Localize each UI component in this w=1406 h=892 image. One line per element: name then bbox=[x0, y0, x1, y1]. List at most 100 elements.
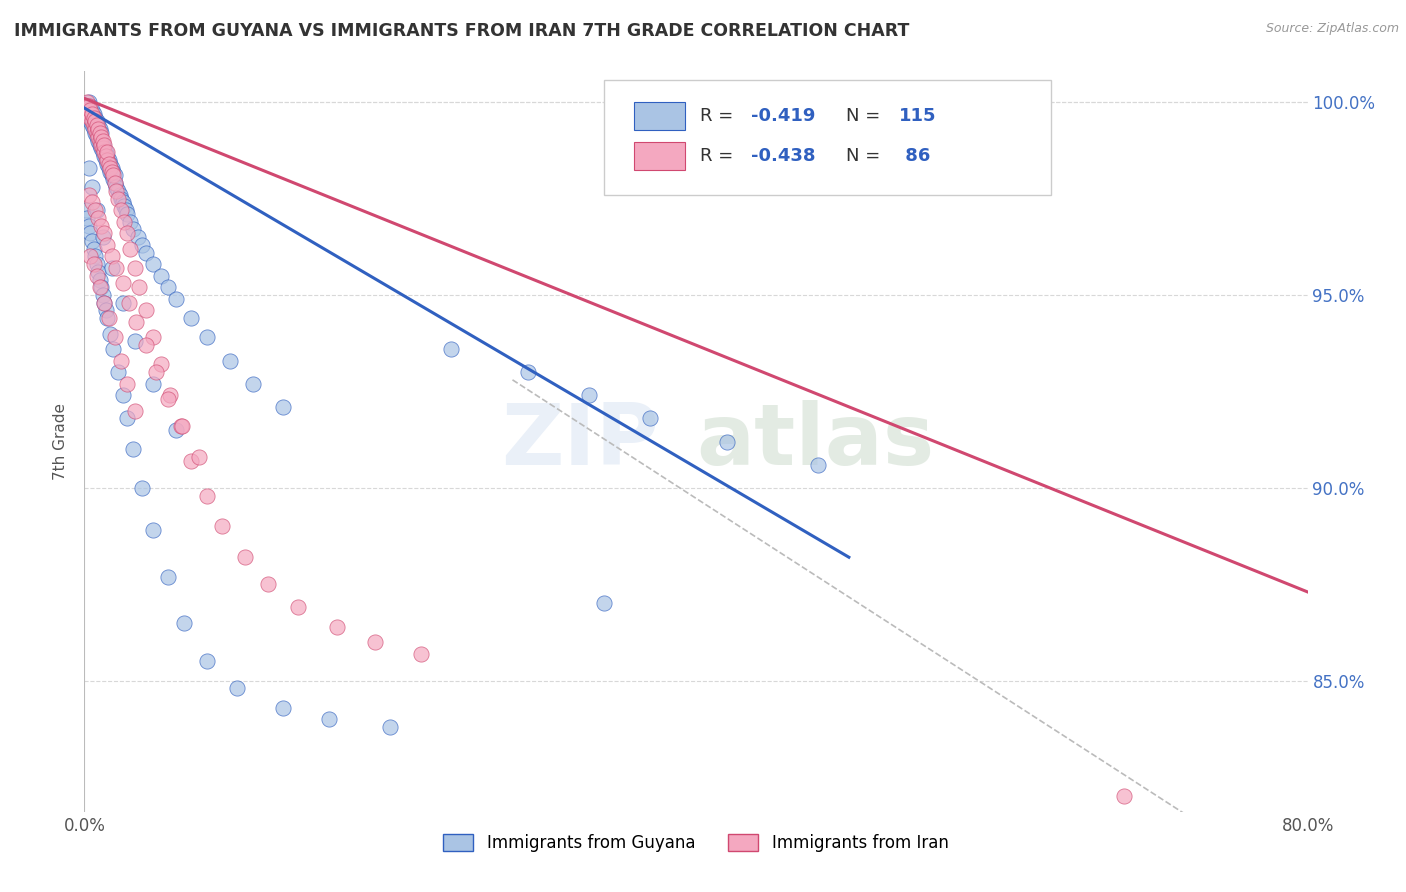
Point bbox=[593, 597, 616, 611]
Point bbox=[79, 249, 101, 263]
Point bbox=[173, 615, 195, 630]
Point bbox=[110, 192, 132, 206]
Point bbox=[131, 481, 153, 495]
Point bbox=[91, 141, 114, 155]
Point bbox=[86, 203, 108, 218]
Point bbox=[87, 126, 110, 140]
Point bbox=[83, 242, 105, 256]
Point bbox=[94, 145, 117, 160]
Point bbox=[98, 157, 121, 171]
FancyBboxPatch shape bbox=[605, 80, 1050, 195]
Point bbox=[90, 219, 112, 233]
Point bbox=[93, 141, 115, 155]
Point bbox=[97, 161, 120, 175]
Point bbox=[75, 103, 97, 117]
Point bbox=[195, 654, 218, 668]
Point bbox=[87, 265, 110, 279]
Point bbox=[115, 411, 138, 425]
Point bbox=[149, 358, 172, 372]
Point bbox=[83, 122, 105, 136]
Point bbox=[271, 400, 294, 414]
Point bbox=[440, 342, 463, 356]
Point bbox=[77, 219, 100, 233]
Point bbox=[103, 342, 125, 356]
Point bbox=[77, 107, 100, 121]
Point bbox=[118, 295, 141, 310]
Point bbox=[107, 365, 129, 379]
Point bbox=[110, 203, 132, 218]
Point bbox=[110, 353, 132, 368]
Point bbox=[90, 134, 112, 148]
Point bbox=[101, 161, 124, 175]
Point bbox=[578, 388, 600, 402]
Point bbox=[75, 203, 97, 218]
Point bbox=[105, 260, 128, 275]
Point bbox=[165, 292, 187, 306]
Point bbox=[98, 326, 121, 341]
Point bbox=[97, 311, 120, 326]
Bar bbox=[634, 102, 685, 130]
Point bbox=[115, 227, 138, 241]
Point bbox=[287, 600, 309, 615]
Point bbox=[107, 192, 129, 206]
Point bbox=[108, 187, 131, 202]
Point bbox=[91, 288, 114, 302]
Point bbox=[90, 126, 112, 140]
Point bbox=[180, 311, 202, 326]
Point bbox=[77, 99, 100, 113]
Point bbox=[96, 311, 118, 326]
Point bbox=[195, 330, 218, 344]
Point bbox=[76, 99, 98, 113]
Point bbox=[77, 103, 100, 117]
Point bbox=[105, 184, 128, 198]
Point bbox=[94, 149, 117, 163]
Point bbox=[257, 577, 280, 591]
Point bbox=[131, 238, 153, 252]
Point bbox=[90, 129, 112, 144]
Point bbox=[91, 134, 114, 148]
Point bbox=[111, 195, 134, 210]
Point bbox=[83, 111, 105, 125]
Point bbox=[98, 161, 121, 175]
Point bbox=[124, 260, 146, 275]
Point bbox=[638, 411, 661, 425]
Point bbox=[195, 489, 218, 503]
Text: R =: R = bbox=[700, 107, 738, 125]
Point bbox=[87, 134, 110, 148]
Point bbox=[80, 180, 103, 194]
Text: -0.419: -0.419 bbox=[751, 107, 815, 125]
Text: 115: 115 bbox=[898, 107, 936, 125]
Point bbox=[105, 180, 128, 194]
Point bbox=[93, 145, 115, 160]
Point bbox=[80, 111, 103, 125]
Point bbox=[83, 257, 105, 271]
Point bbox=[325, 619, 347, 633]
Point bbox=[80, 103, 103, 117]
Point bbox=[516, 365, 538, 379]
Point bbox=[91, 230, 114, 244]
Point bbox=[84, 111, 107, 125]
Point bbox=[226, 681, 249, 696]
Point bbox=[98, 164, 121, 178]
Point bbox=[90, 280, 112, 294]
Point bbox=[716, 434, 738, 449]
Point bbox=[145, 365, 167, 379]
Point bbox=[157, 569, 180, 583]
Point bbox=[115, 376, 138, 391]
Point bbox=[87, 129, 110, 144]
Point bbox=[93, 295, 115, 310]
Point bbox=[218, 353, 240, 368]
Point bbox=[124, 403, 146, 417]
Bar bbox=[634, 142, 685, 169]
Point bbox=[120, 215, 142, 229]
Point bbox=[112, 215, 135, 229]
Point bbox=[165, 423, 187, 437]
Text: atlas: atlas bbox=[696, 400, 934, 483]
Point bbox=[86, 268, 108, 283]
Point bbox=[83, 107, 105, 121]
Point bbox=[180, 454, 202, 468]
Point bbox=[79, 227, 101, 241]
Point bbox=[104, 176, 127, 190]
Point bbox=[91, 145, 114, 160]
Point bbox=[157, 392, 180, 406]
